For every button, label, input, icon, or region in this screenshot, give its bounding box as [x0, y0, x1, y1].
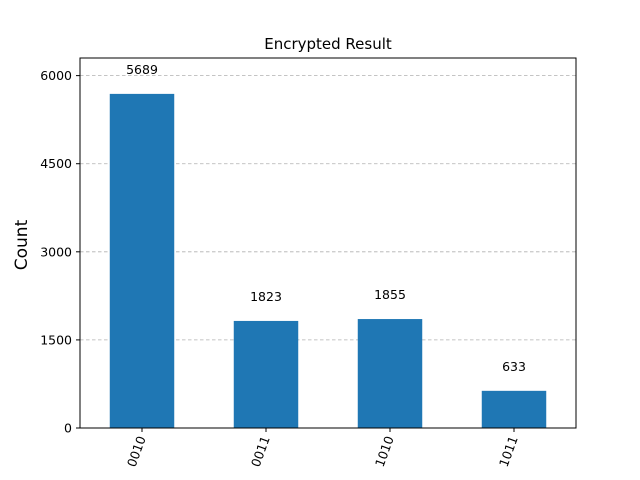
- plot-frame: [79, 57, 577, 429]
- x-tick-label: 1011: [496, 434, 521, 469]
- chart-title: Encrypted Result: [264, 35, 392, 53]
- bar: [481, 390, 547, 428]
- y-tick-label: 6000: [40, 68, 72, 83]
- y-axis-label: Count: [12, 219, 32, 270]
- y-tick-label: 1500: [40, 332, 72, 347]
- data-label: 1855: [374, 287, 406, 302]
- x-tick-label: 0010: [124, 434, 149, 469]
- x-axis-ticks: 0010 0011 1010 1011: [124, 428, 521, 469]
- data-label: 1823: [250, 289, 282, 304]
- data-labels: 5689 1823 1855 633: [126, 62, 526, 374]
- y-tick-label: 0: [64, 421, 72, 436]
- bar: [109, 93, 175, 428]
- gridlines: [80, 75, 576, 341]
- x-tick-label: 1010: [372, 434, 397, 469]
- bar: [233, 320, 299, 428]
- y-tick-label: 3000: [40, 244, 72, 259]
- bars: [109, 93, 547, 428]
- bar: [357, 319, 423, 428]
- data-label: 633: [502, 359, 526, 374]
- x-tick-label: 0011: [248, 434, 273, 469]
- data-label: 5689: [126, 62, 158, 77]
- y-tick-label: 4500: [40, 156, 72, 171]
- y-axis-ticks: 0 1500 3000 4500 6000: [40, 68, 80, 436]
